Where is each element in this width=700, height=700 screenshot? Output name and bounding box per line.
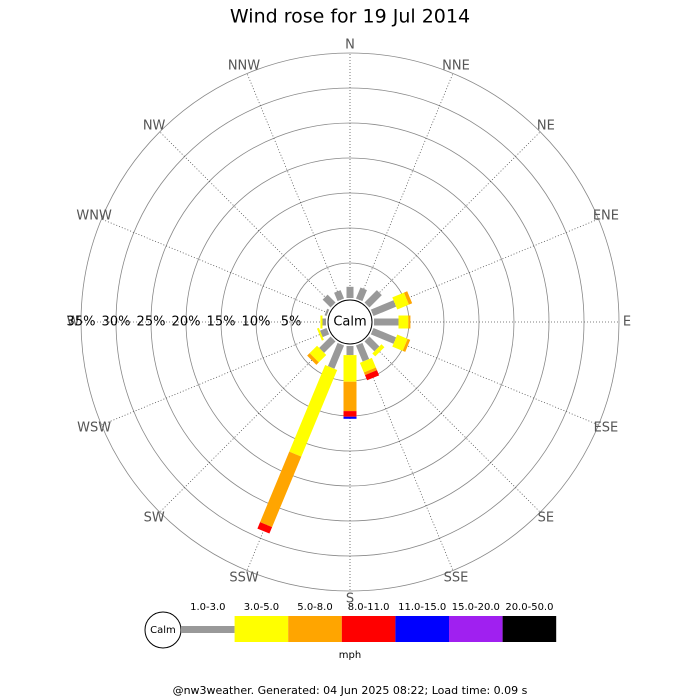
direction-label: E — [623, 315, 631, 330]
spoke — [159, 338, 334, 513]
bar-segment — [260, 451, 302, 528]
spoke — [358, 73, 454, 300]
bar-segment — [403, 291, 413, 305]
legend-swatch — [288, 616, 342, 642]
unit-label: mph — [339, 650, 361, 661]
grid-ring — [185, 157, 515, 487]
direction-label: SW — [144, 510, 165, 525]
ring-label: 35% — [67, 315, 96, 330]
bar-segment — [322, 318, 326, 326]
direction-label: WSW — [77, 421, 111, 436]
bar-segment — [364, 370, 380, 381]
direction-label: S — [346, 592, 354, 607]
spoke — [372, 218, 599, 314]
direction-label: SE — [538, 510, 554, 525]
legend-calm-label: Calm — [150, 625, 176, 636]
spoke — [246, 344, 342, 571]
bar-segment — [343, 411, 357, 417]
legend-label: 15.0-20.0 — [452, 602, 500, 613]
bar-segment — [374, 318, 399, 326]
direction-label: N — [345, 38, 355, 53]
direction-label: ENE — [593, 208, 619, 223]
bar-segment — [316, 327, 324, 341]
bar-segment — [343, 416, 357, 419]
ring-label: 10% — [242, 315, 271, 330]
legend-swatch — [395, 616, 449, 642]
direction-label: NE — [537, 119, 555, 134]
bar-segment — [257, 522, 273, 534]
legend-label: 20.0-50.0 — [505, 602, 553, 613]
bar-segment — [334, 290, 345, 302]
bar-segment — [320, 315, 323, 329]
ring-label: 20% — [172, 315, 201, 330]
bar-segment — [370, 327, 397, 344]
bar-segment — [346, 346, 354, 356]
spoke — [358, 344, 454, 571]
legend-swatch — [181, 626, 235, 633]
bar-segment — [327, 342, 345, 369]
bar-segment — [319, 336, 336, 353]
ring-label: 25% — [137, 315, 166, 330]
legend: Calm 1.0-3.0 3.0-5.0 5.0-8.0 8.0-11.0 11.0-15… — [144, 602, 557, 661]
bar-segment — [392, 292, 409, 310]
legend-label: 3.0-5.0 — [244, 602, 279, 613]
bar-segment — [398, 315, 409, 329]
direction-label: NNW — [228, 59, 260, 74]
bar-segment — [355, 287, 367, 302]
rose: N NNE NE ENE E ESE SE SSE S SSW SW WSW W WNW NW NNW 5% 10… — [67, 38, 632, 607]
bar-segment — [343, 355, 357, 382]
bar-segment — [320, 327, 330, 338]
bar-segment — [364, 290, 382, 308]
legend-swatch — [502, 616, 557, 642]
direction-label: NNE — [442, 59, 470, 74]
legend-swatch — [234, 616, 289, 642]
direction-label: W — [67, 315, 80, 330]
legend-label: 8.0-11.0 — [348, 602, 390, 613]
ring-label: 5% — [281, 315, 302, 330]
bar-segment — [322, 294, 336, 308]
spoke — [366, 338, 541, 513]
bar-segment — [307, 353, 319, 365]
calm-label: Calm — [333, 315, 366, 330]
spoke — [366, 131, 541, 306]
legend-swatch — [341, 616, 396, 642]
legend-label: 11.0-15.0 — [398, 602, 446, 613]
spoke — [101, 218, 328, 314]
bar-segment — [324, 308, 330, 317]
spoke — [246, 73, 342, 300]
direction-label: WNW — [76, 208, 112, 223]
spoke — [159, 131, 334, 306]
bar-segment — [355, 342, 370, 362]
bar-segment — [370, 300, 397, 317]
direction-label: SSW — [229, 570, 259, 585]
bar-segment — [408, 315, 411, 329]
legend-label: 1.0-3.0 — [190, 602, 225, 613]
spoke — [372, 330, 599, 426]
bar-segment — [363, 367, 377, 376]
bar-segment — [392, 334, 408, 351]
bar-segment — [289, 364, 338, 457]
calm-circle — [327, 299, 373, 345]
legend-swatch — [449, 616, 503, 642]
bar-segment — [364, 336, 380, 352]
bar-segment — [346, 286, 354, 298]
footer: @nw3weather. Generated: 04 Jun 2025 08:2… — [173, 684, 528, 697]
bar-segment — [359, 357, 376, 373]
direction-label: SSE — [444, 570, 469, 585]
ring-label: 15% — [207, 315, 236, 330]
bar-segment — [402, 338, 411, 352]
ring-label: 30% — [102, 315, 131, 330]
legend-label: 5.0-8.0 — [297, 602, 332, 613]
bar-segment — [372, 344, 385, 357]
bar-segment — [309, 345, 327, 363]
chart-title: Wind rose for 19 Jul 2014 — [230, 6, 470, 28]
direction-label: NW — [143, 119, 166, 134]
grid-ring — [80, 52, 620, 592]
bar-segment — [343, 381, 357, 412]
spoke — [101, 330, 328, 426]
direction-label: ESE — [594, 421, 619, 436]
